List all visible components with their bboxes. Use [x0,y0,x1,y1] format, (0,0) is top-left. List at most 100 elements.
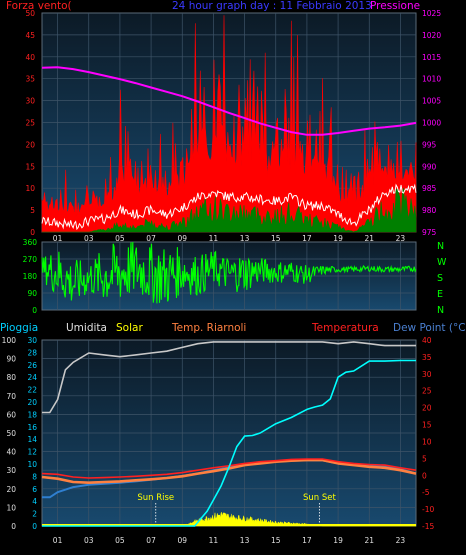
y2-tick-label: 995 [422,140,437,149]
y2-tick-label: 1010 [422,75,441,84]
legend-item: Solar [116,322,143,334]
compass-label: N [437,305,444,316]
compass-label: E [437,289,443,300]
y-tick-label: 0 [11,522,16,531]
wind-direction-series [41,241,417,304]
y-tick-label: 0 [30,228,35,237]
y2-tick-label: 0 [422,471,427,480]
y2-tick-label: 985 [422,184,437,193]
x-tick-label: 15 [271,234,281,243]
y2-tick-label: 5 [422,454,427,463]
x-tick-label: 07 [146,536,156,545]
legend-item: Temp. Riarnoli [171,322,246,334]
y-tick-label: 70 [6,392,16,401]
pressure-series [41,66,417,136]
x-tick-label: 03 [84,536,94,545]
y2-tick-label: 30 [422,370,432,379]
y-tick-label: 60 [6,410,16,419]
y-tick-label: 5 [30,206,35,215]
x-tick-label: 11 [209,234,219,243]
x-tick-label: 11 [209,536,219,545]
y-tick-label: 10 [25,184,35,193]
y-tick-label: 270 [23,255,38,264]
legend-item: Dew Point (°C) [393,322,466,334]
rain-tick-label: 6 [32,485,37,494]
rain-tick-label: 24 [27,373,37,382]
x-tick-label: 13 [240,536,250,545]
x-tick-label: 05 [115,536,125,545]
y-tick-label: 360 [23,238,38,247]
y2-tick-label: 980 [422,206,437,215]
y-tick-label: 15 [25,162,35,171]
rain-tick-label: 4 [32,497,37,506]
x-tick-label: 17 [302,234,312,243]
wind-speed-label: Forza vento( [6,0,72,12]
x-tick-label: 09 [177,536,187,545]
y2-tick-label: 25 [422,387,432,396]
y2-tick-label: 20 [422,404,432,413]
y2-tick-label: -5 [422,488,430,497]
y-tick-label: 90 [6,355,16,364]
y-tick-label: 35 [25,75,35,84]
rain-tick-label: 30 [27,336,37,345]
rain-tick-label: 16 [27,423,37,432]
y2-tick-label: 990 [422,162,437,171]
rain-series [42,359,416,527]
pressure-label: Pressione [370,0,420,12]
sun-annotation: Sun Set [303,493,336,503]
y2-tick-label: -10 [422,505,434,514]
x-tick-label: 07 [146,234,156,243]
rain-tick-label: 12 [27,448,37,457]
y-tick-label: 40 [6,448,16,457]
y2-tick-label: 1000 [422,119,441,128]
y2-tick-label: 1015 [422,53,441,62]
rain-tick-label: 8 [32,472,37,481]
y-tick-label: 80 [6,373,16,382]
rain-tick-label: 2 [32,510,37,519]
y2-tick-label: -15 [422,522,434,531]
y-tick-label: 30 [6,466,16,475]
solar-series [42,512,416,527]
chart-title: 24 hour graph day : 11 Febbraio 2013 [172,0,372,12]
y-tick-label: 50 [6,429,16,438]
x-tick-label: 13 [240,234,250,243]
y-tick-label: 180 [23,272,38,281]
y2-tick-label: 975 [422,228,437,237]
compass-label: N [437,241,444,252]
y-tick-label: 50 [25,9,35,18]
wind-max-series [41,15,417,233]
rain-tick-label: 28 [27,348,37,357]
x-tick-label: 05 [115,234,125,243]
x-tick-label: 21 [364,234,374,243]
y-tick-label: 30 [25,97,35,106]
y-tick-label: 20 [6,485,16,494]
compass-label: S [437,273,443,284]
y2-tick-label: 1025 [422,9,441,18]
x-tick-label: 01 [53,234,63,243]
rain-tick-label: 0 [32,522,37,531]
x-tick-label: 23 [396,536,406,545]
x-tick-label: 23 [396,234,406,243]
x-tick-label: 19 [333,536,343,545]
x-tick-label: 21 [364,536,374,545]
compass-label: W [437,257,447,268]
rain-tick-label: 20 [27,398,37,407]
sun-annotation: Sun Rise [137,493,174,503]
legend-item: Pioggia [0,322,38,334]
y-tick-label: 90 [27,289,37,298]
y-tick-label: 0 [32,306,37,315]
wind-min-series [42,187,417,233]
x-tick-label: 01 [53,536,63,545]
y2-tick-label: 1005 [422,97,441,106]
rain-tick-label: 22 [27,386,37,395]
legend-item: Umidita [66,322,107,334]
y-tick-label: 25 [25,119,35,128]
rain-tick-label: 18 [27,410,37,419]
x-tick-label: 17 [302,536,312,545]
y2-tick-label: 35 [422,353,432,362]
y2-tick-label: 10 [422,437,432,446]
x-tick-label: 15 [271,536,281,545]
y-tick-label: 20 [25,140,35,149]
y2-tick-label: 15 [422,421,432,430]
